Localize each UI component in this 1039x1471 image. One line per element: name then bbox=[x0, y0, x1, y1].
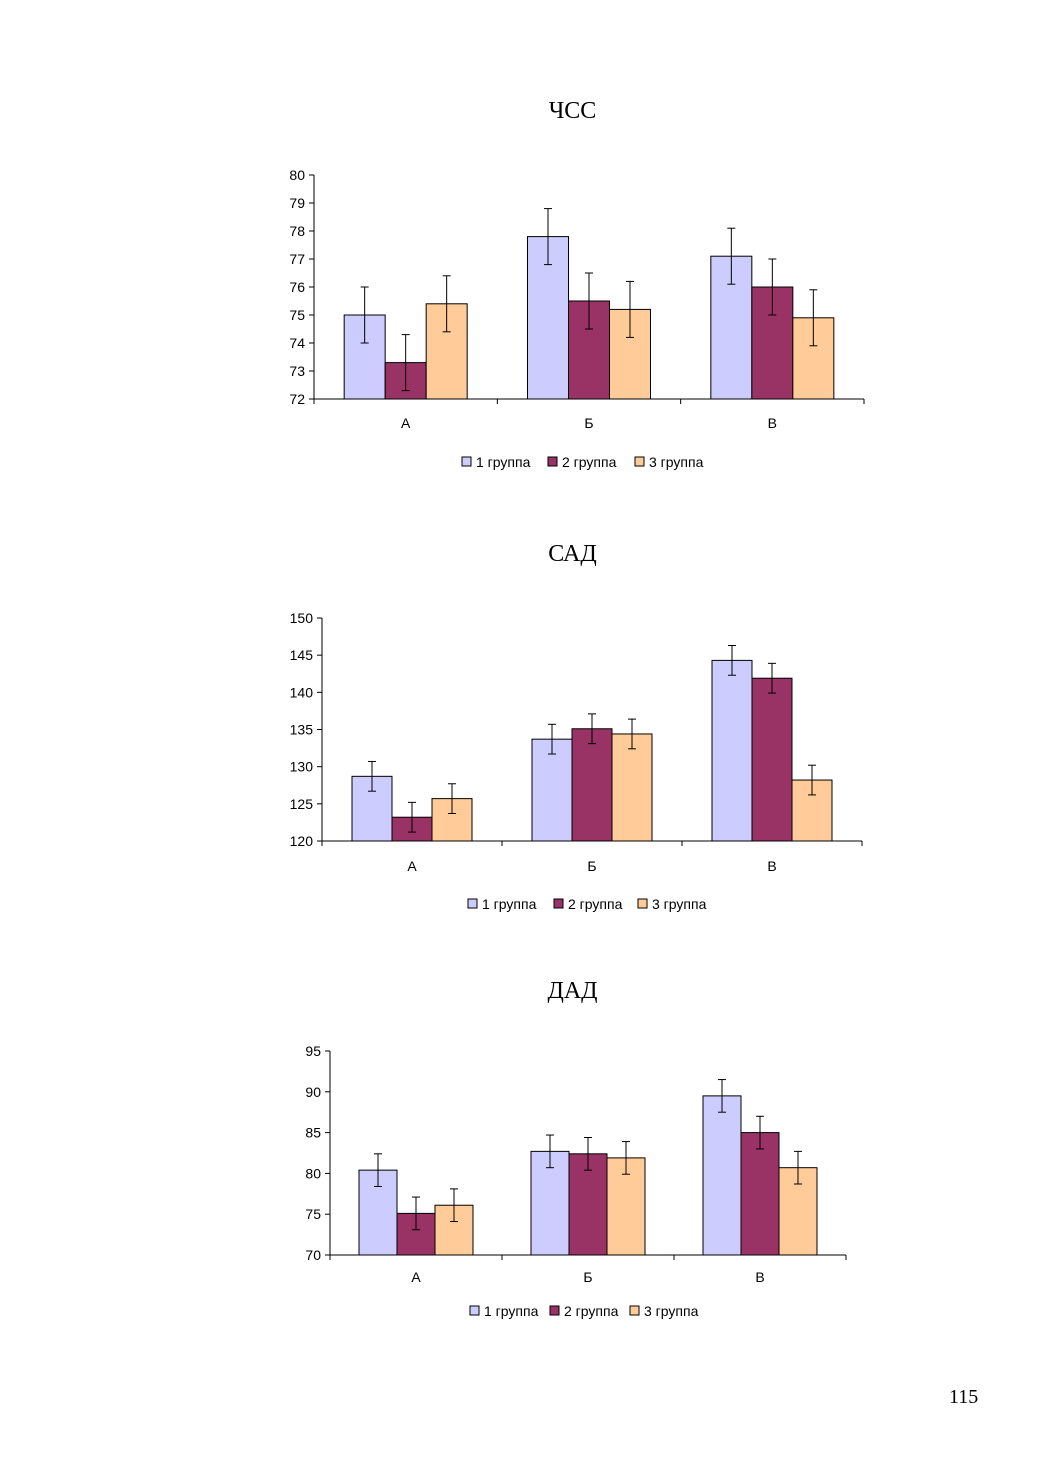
chart2-legend-label: 2 группа bbox=[564, 1303, 619, 1319]
chart1-category-label: В bbox=[767, 858, 776, 874]
chart0-legend-swatch bbox=[634, 456, 645, 467]
chart0-bar bbox=[343, 314, 386, 400]
page-number: 115 bbox=[949, 1386, 979, 1408]
chart-chss: 72 73 74 75 76 77 78 79 80 А Б В 1 группа 2 группа 3 г… bbox=[289, 167, 865, 470]
chart1-bar bbox=[351, 775, 393, 842]
chart2-y-tick-label: 75 bbox=[305, 1206, 321, 1222]
chart2-y-tick-label: 85 bbox=[305, 1125, 321, 1141]
chart2-bar bbox=[702, 1095, 742, 1256]
chart-dad: 70 75 80 85 90 95 А Б В 1 группа 2 группа 3 группа bbox=[305, 1043, 847, 1319]
chart1-legend-swatch bbox=[637, 898, 648, 909]
chart2-category-label: А bbox=[411, 1269, 421, 1285]
chart2-bar bbox=[740, 1132, 780, 1256]
chart0-y-tick-label: 79 bbox=[289, 195, 305, 211]
chart1-category-label: А bbox=[407, 858, 417, 874]
chart1-bar bbox=[571, 728, 613, 842]
chart1-y-tick-label: 145 bbox=[290, 647, 314, 663]
chart2-category-label: Б bbox=[583, 1269, 592, 1285]
chart0-y-tick-label: 80 bbox=[289, 167, 305, 183]
chart0-y-tick-label: 73 bbox=[289, 363, 305, 379]
chart1-category-label: Б bbox=[587, 858, 596, 874]
chart0-category-label: А bbox=[401, 415, 411, 431]
chart0-category-label: В bbox=[768, 415, 777, 431]
chart0-y-tick-label: 76 bbox=[289, 279, 305, 295]
chart0-category-label: Б bbox=[584, 415, 593, 431]
chart1-legend-swatch bbox=[467, 898, 478, 909]
chart-title-sad: САД bbox=[548, 541, 597, 567]
chart0-y-tick-label: 78 bbox=[289, 223, 305, 239]
chart1-bar bbox=[711, 659, 753, 842]
chart1-legend-label: 3 группа bbox=[652, 896, 707, 912]
chart-sad: 120 125 130 135 140 145 150 А Б В 1 группа 2 группа… bbox=[290, 610, 863, 912]
chart2-legend-swatch bbox=[549, 1305, 560, 1316]
chart0-legend-swatch bbox=[547, 456, 558, 467]
chart1-legend-label: 1 группа bbox=[482, 896, 537, 912]
chart0-legend-label: 1 группа bbox=[476, 454, 531, 470]
chart2-y-tick-label: 70 bbox=[305, 1247, 321, 1263]
chart2-y-tick-label: 90 bbox=[305, 1084, 321, 1100]
chart2-legend-label: 1 группа bbox=[484, 1303, 539, 1319]
chart0-legend-label: 3 группа bbox=[649, 454, 704, 470]
chart-title-chss: ЧСС bbox=[548, 98, 597, 124]
chart1-y-tick-label: 120 bbox=[290, 833, 314, 849]
chart2-bar bbox=[606, 1157, 646, 1256]
chart1-bar bbox=[611, 733, 653, 842]
chart2-legend-swatch bbox=[629, 1305, 640, 1316]
chart2-legend-label: 3 группа bbox=[644, 1303, 699, 1319]
chart2-bar bbox=[568, 1153, 608, 1256]
chart1-legend-label: 2 группа bbox=[568, 896, 623, 912]
chart1-y-tick-label: 140 bbox=[290, 684, 314, 700]
chart2-y-tick-label: 80 bbox=[305, 1165, 321, 1181]
chart1-y-tick-label: 130 bbox=[290, 759, 314, 775]
chart0-legend-swatch bbox=[461, 456, 472, 467]
chart0-y-tick-label: 75 bbox=[289, 307, 305, 323]
chart-title-dad: ДАД bbox=[547, 978, 598, 1004]
chart0-legend-label: 2 группа bbox=[562, 454, 617, 470]
chart1-bar bbox=[531, 738, 573, 842]
chart1-y-tick-label: 150 bbox=[290, 610, 314, 626]
chart1-legend-swatch bbox=[553, 898, 564, 909]
chart0-y-tick-label: 72 bbox=[289, 391, 305, 407]
chart2-y-tick-label: 95 bbox=[305, 1043, 321, 1059]
chart1-bar bbox=[751, 677, 793, 842]
chart2-legend-swatch bbox=[469, 1305, 480, 1316]
chart1-y-tick-label: 135 bbox=[290, 722, 314, 738]
chart0-y-tick-label: 74 bbox=[289, 335, 305, 351]
chart0-y-tick-label: 77 bbox=[289, 251, 305, 267]
chart1-y-tick-label: 125 bbox=[290, 796, 314, 812]
chart2-category-label: В bbox=[755, 1269, 764, 1285]
